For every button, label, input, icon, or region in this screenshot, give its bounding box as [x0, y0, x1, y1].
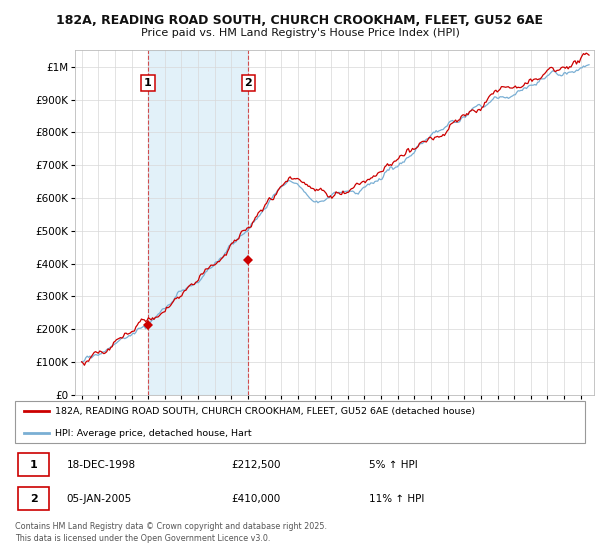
Text: 18-DEC-1998: 18-DEC-1998 [67, 460, 136, 470]
Text: HPI: Average price, detached house, Hart: HPI: Average price, detached house, Hart [55, 429, 252, 438]
Text: 1: 1 [144, 78, 152, 88]
FancyBboxPatch shape [18, 453, 49, 477]
Text: £212,500: £212,500 [231, 460, 280, 470]
Text: 182A, READING ROAD SOUTH, CHURCH CROOKHAM, FLEET, GU52 6AE: 182A, READING ROAD SOUTH, CHURCH CROOKHA… [56, 14, 544, 27]
FancyBboxPatch shape [15, 401, 585, 444]
Text: Contains HM Land Registry data © Crown copyright and database right 2025.
This d: Contains HM Land Registry data © Crown c… [15, 522, 327, 543]
Text: 2: 2 [30, 494, 37, 504]
Text: 182A, READING ROAD SOUTH, CHURCH CROOKHAM, FLEET, GU52 6AE (detached house): 182A, READING ROAD SOUTH, CHURCH CROOKHA… [55, 407, 475, 416]
Text: 05-JAN-2005: 05-JAN-2005 [67, 494, 132, 504]
Bar [148, 50, 248, 395]
Text: Price paid vs. HM Land Registry's House Price Index (HPI): Price paid vs. HM Land Registry's House … [140, 28, 460, 38]
Text: 5% ↑ HPI: 5% ↑ HPI [369, 460, 418, 470]
Text: 11% ↑ HPI: 11% ↑ HPI [369, 494, 424, 504]
Text: 2: 2 [245, 78, 253, 88]
Text: 1: 1 [30, 460, 37, 470]
Text: £410,000: £410,000 [231, 494, 280, 504]
FancyBboxPatch shape [18, 487, 49, 511]
